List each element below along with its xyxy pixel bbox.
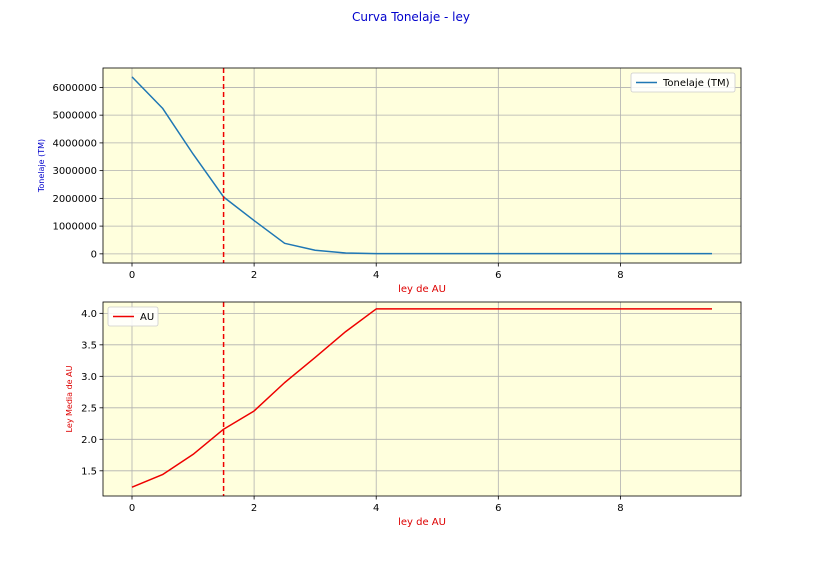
y-tick-label: 3.0	[81, 372, 97, 383]
y-tick-label: 4000000	[52, 138, 97, 149]
legend-entry: Tonelaje (TM)	[662, 78, 730, 89]
x-tick-label: 8	[617, 503, 623, 514]
y-tick-label: 1000000	[52, 222, 97, 233]
x-tick-label: 2	[251, 503, 257, 514]
y-tick-label: 0	[91, 249, 97, 260]
x-tick-label: 6	[495, 503, 501, 514]
plot-frame	[102, 67, 742, 264]
x-tick-label: 2	[251, 270, 257, 281]
x-tick-label: 4	[373, 503, 379, 514]
y-tick-label: 4.0	[81, 309, 97, 320]
y-tick-label: 6000000	[52, 83, 97, 94]
y-tick-label: 2.5	[81, 403, 97, 414]
y-tick-label: 3000000	[52, 166, 97, 177]
x-tick-label: 4	[373, 270, 379, 281]
y-tick-label: 3.5	[81, 340, 97, 351]
y-axis-label: Tonelaje (TM)	[37, 139, 46, 193]
y-tick-label: 2.0	[81, 435, 97, 446]
plot-area	[103, 68, 741, 263]
figure-title: Curva Tonelaje - ley	[352, 10, 470, 24]
plot-frame	[102, 301, 742, 497]
y-tick-label: 2000000	[52, 194, 97, 205]
x-axis-label: ley de AU	[398, 284, 446, 295]
x-tick-label: 6	[495, 270, 501, 281]
series-line-0	[131, 76, 712, 255]
legend: AU	[107, 306, 159, 327]
legend: Tonelaje (TM)	[630, 72, 736, 93]
series-line-0	[131, 308, 712, 488]
x-axis-label: ley de AU	[398, 517, 446, 528]
grade-chart: 0 2 4 6 8 1.5 2.0 2.5 3.0 3.5 4.0 ley de AU Ley Medi…	[65, 301, 742, 528]
y-tick-label: 1.5	[81, 466, 97, 477]
tonnage-chart: 0 2 4 6 8 0 1000000 2000000 3000000 4000000 500000…	[37, 67, 742, 295]
x-tick-label: 0	[129, 270, 135, 281]
y-tick-label: 5000000	[52, 111, 97, 122]
legend-box	[630, 72, 736, 93]
x-tick-label: 0	[129, 503, 135, 514]
plot-area	[103, 302, 741, 496]
x-tick-label: 8	[617, 270, 623, 281]
y-axis-label: Ley Media de AU	[65, 365, 74, 432]
legend-entry: AU	[140, 312, 154, 323]
